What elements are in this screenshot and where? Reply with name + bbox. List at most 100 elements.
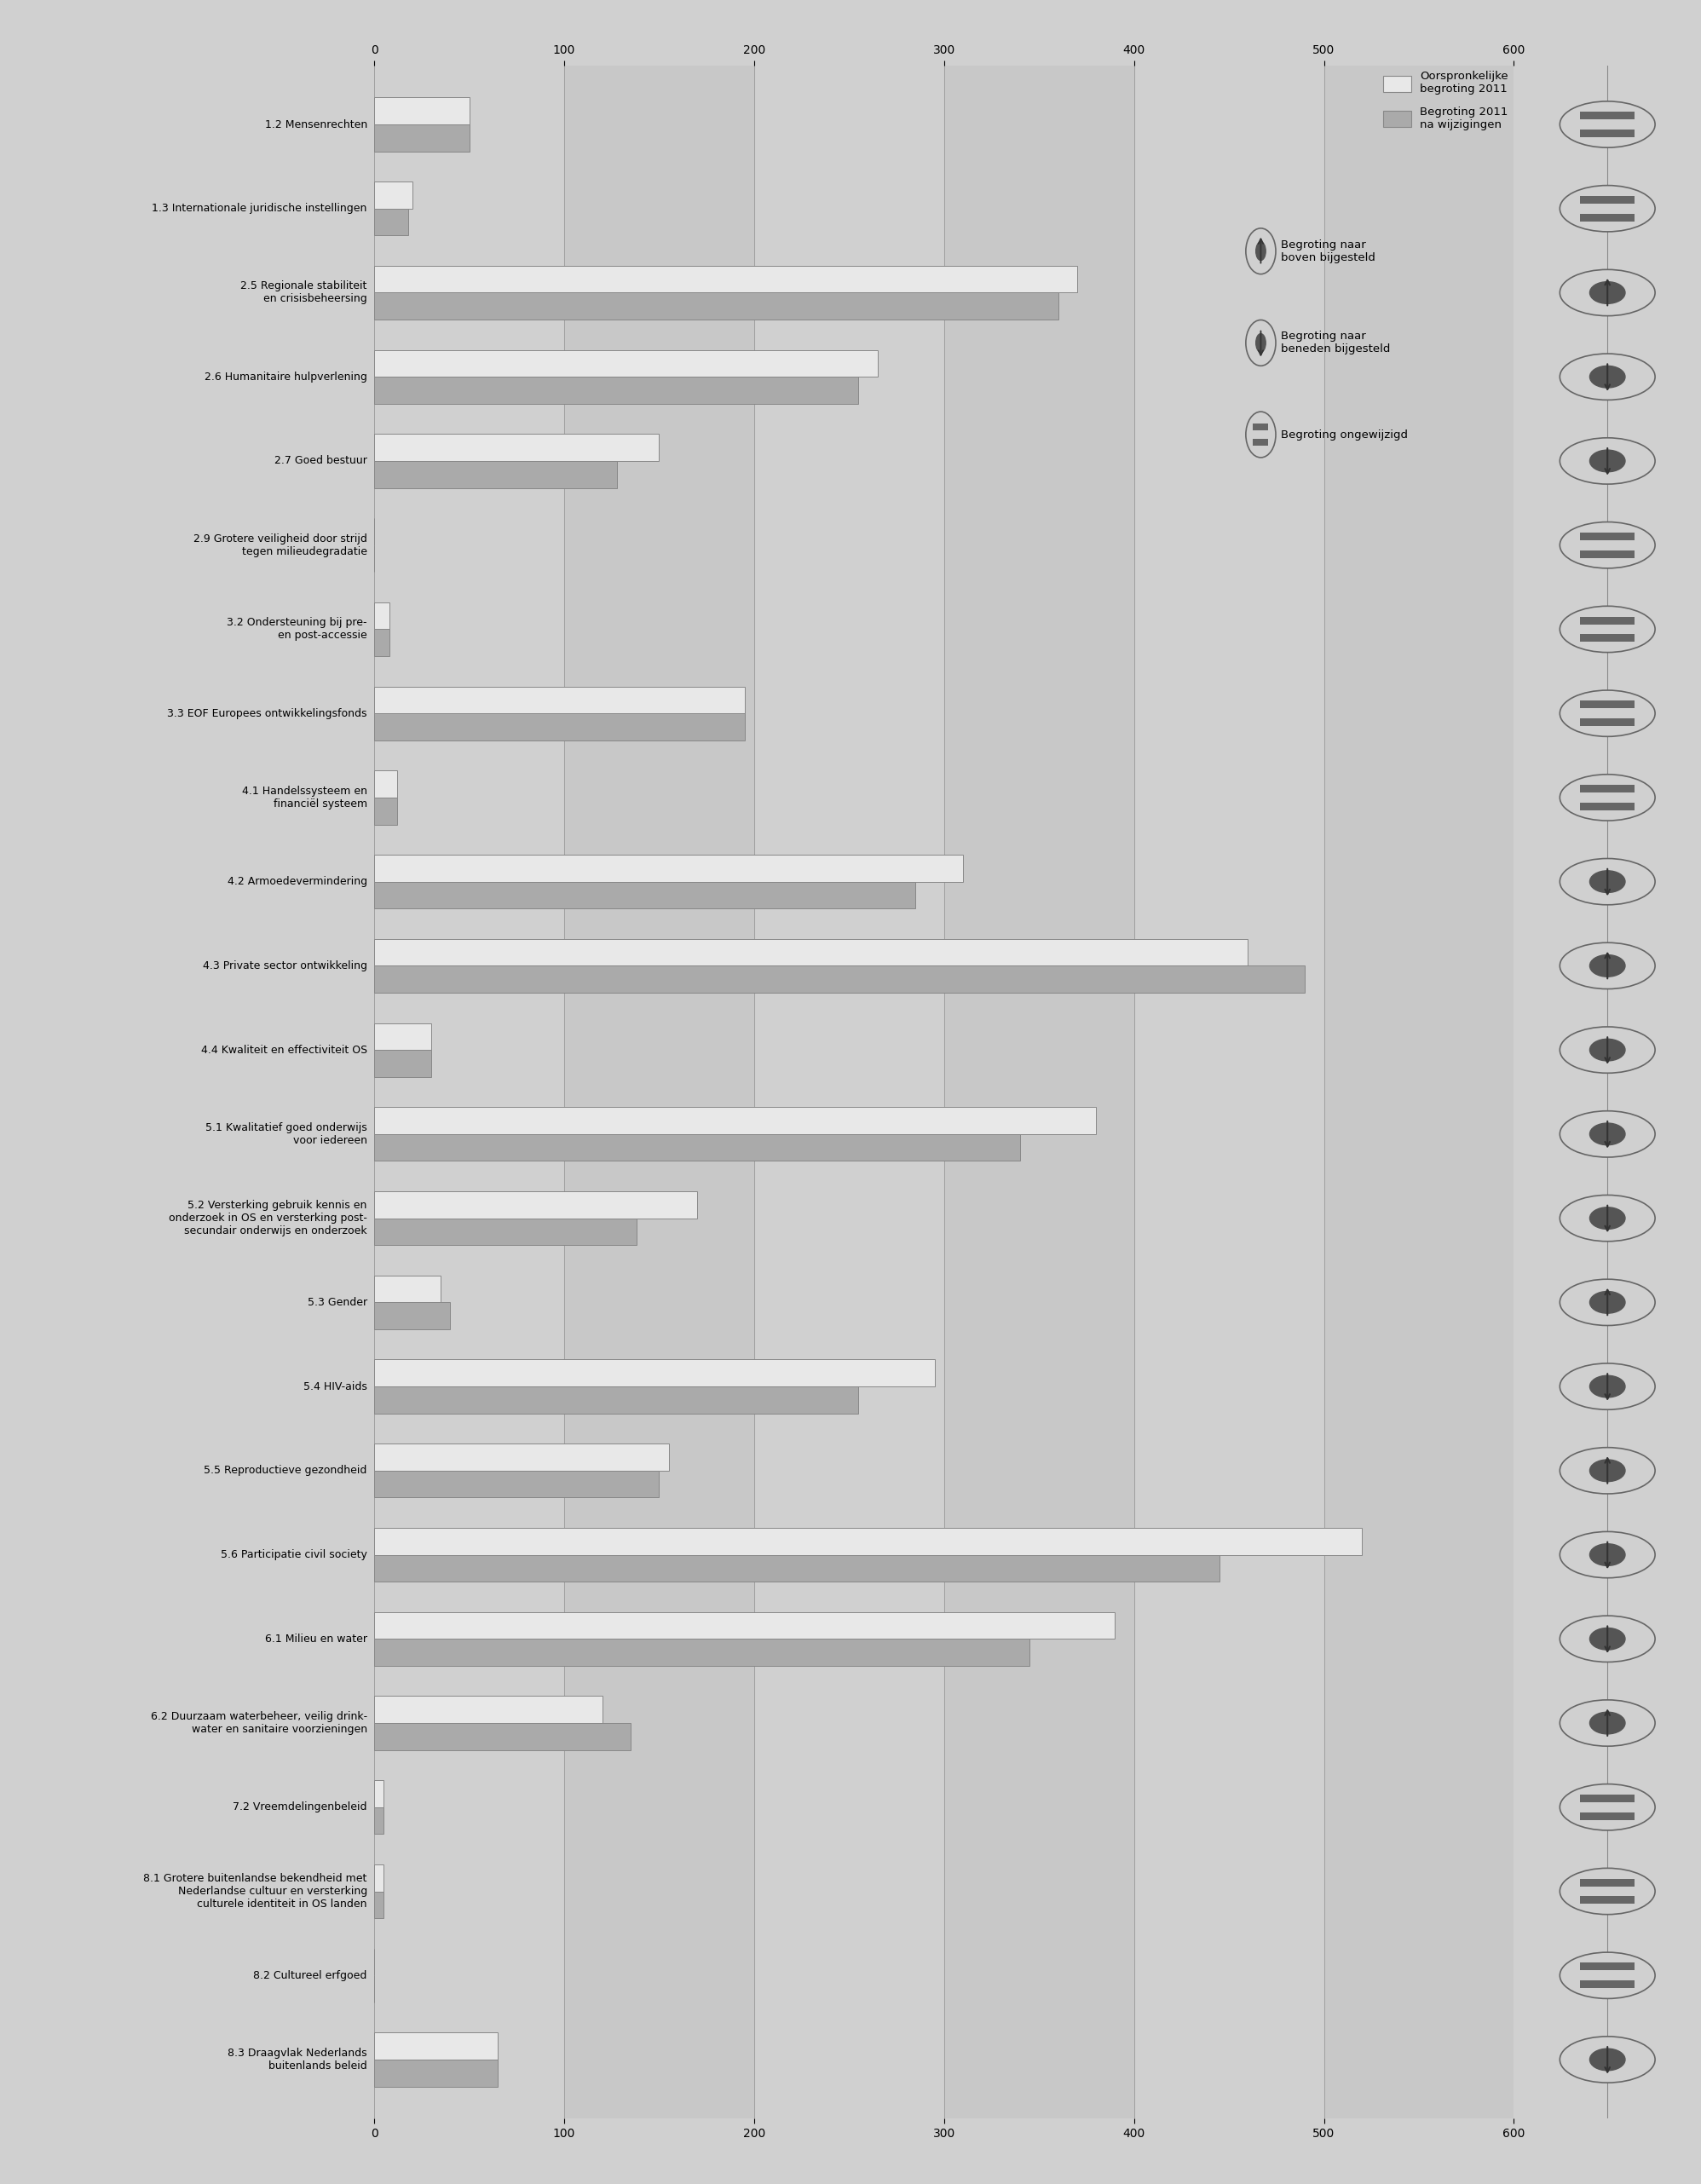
Ellipse shape [1560,2035,1655,2084]
Ellipse shape [1560,100,1655,149]
Bar [374,1612,1116,1638]
Bar [374,629,390,655]
Bar [374,1529,1363,1555]
FancyBboxPatch shape [1580,111,1635,120]
FancyBboxPatch shape [1580,1963,1635,1970]
FancyBboxPatch shape [1580,719,1635,725]
Bar [374,1387,859,1413]
Bar [374,1723,631,1749]
Ellipse shape [1560,1195,1655,1241]
Circle shape [1590,282,1624,304]
Circle shape [1590,871,1624,893]
FancyBboxPatch shape [1580,1795,1635,1802]
FancyBboxPatch shape [1580,197,1635,203]
Ellipse shape [1560,1952,1655,1998]
Bar [374,882,915,909]
FancyBboxPatch shape [1580,1981,1635,1987]
Ellipse shape [1560,1363,1655,1409]
Bar [374,293,1058,319]
Ellipse shape [1560,858,1655,904]
Circle shape [1590,1123,1624,1144]
Ellipse shape [1560,354,1655,400]
Bar [374,1219,636,1245]
Circle shape [1590,1627,1624,1649]
Bar [374,686,745,714]
Bar [374,1107,1095,1133]
Ellipse shape [1560,607,1655,653]
FancyBboxPatch shape [1580,1878,1635,1887]
Bar [565,66,754,2118]
Ellipse shape [1245,319,1276,367]
Ellipse shape [1245,227,1276,275]
Text: Begroting ongewijzigd: Begroting ongewijzigd [1281,428,1408,441]
Bar [374,714,745,740]
Ellipse shape [1560,1616,1655,1662]
FancyBboxPatch shape [1580,214,1635,221]
Bar [374,461,617,487]
Circle shape [1590,367,1624,389]
Bar [374,1806,384,1835]
Bar [374,1470,660,1498]
Text: Begroting naar
boven bijgesteld: Begroting naar boven bijgesteld [1281,240,1376,262]
FancyBboxPatch shape [1580,802,1635,810]
Bar [374,349,878,378]
FancyBboxPatch shape [1254,424,1269,430]
Ellipse shape [1560,1699,1655,1747]
Circle shape [1590,450,1624,472]
Bar [374,1275,441,1302]
FancyBboxPatch shape [1580,616,1635,625]
Ellipse shape [1560,1280,1655,1326]
Ellipse shape [1560,775,1655,821]
Bar [1323,66,1514,2118]
Bar [374,1302,451,1330]
Ellipse shape [1560,1867,1655,1915]
FancyBboxPatch shape [1580,701,1635,708]
FancyBboxPatch shape [1580,1813,1635,1819]
Circle shape [1255,334,1266,352]
Bar [374,797,396,823]
Bar [374,98,469,124]
Ellipse shape [1560,1448,1655,1494]
Ellipse shape [1245,411,1276,456]
Ellipse shape [1560,1026,1655,1072]
Bar [374,2033,498,2060]
Bar [374,207,408,236]
FancyBboxPatch shape [1580,784,1635,793]
Text: Begroting naar
beneden bijgesteld: Begroting naar beneden bijgesteld [1281,332,1391,354]
Circle shape [1590,1376,1624,1398]
Bar [374,2060,498,2086]
Ellipse shape [1560,690,1655,736]
Ellipse shape [1560,437,1655,485]
Bar [374,939,1249,965]
Bar [374,435,660,461]
Bar [374,1891,384,1918]
Bar [374,965,1305,994]
Bar [374,124,469,151]
Legend: Oorspronkelijke
begroting 2011, Begroting 2011
na wijzigingen: Oorspronkelijke begroting 2011, Begrotin… [1383,72,1509,131]
Bar [374,1780,384,1806]
Circle shape [1590,1712,1624,1734]
Ellipse shape [1560,1531,1655,1577]
Circle shape [1590,1544,1624,1566]
Bar [374,1022,430,1051]
Bar [374,1190,697,1219]
Bar [374,1638,1029,1666]
FancyBboxPatch shape [1580,633,1635,642]
FancyBboxPatch shape [1580,533,1635,539]
Bar [374,771,396,797]
Circle shape [1590,1291,1624,1313]
Bar [374,1555,1220,1581]
Bar [374,1051,430,1077]
Bar [374,1133,1021,1162]
FancyBboxPatch shape [1580,129,1635,138]
Bar [374,1697,602,1723]
Bar [374,1361,934,1387]
FancyBboxPatch shape [1254,439,1269,446]
Ellipse shape [1560,943,1655,989]
Bar [374,1444,668,1470]
Circle shape [1255,242,1266,260]
Bar [374,854,963,882]
Ellipse shape [1560,522,1655,568]
Bar [374,181,412,207]
Ellipse shape [1560,1112,1655,1158]
